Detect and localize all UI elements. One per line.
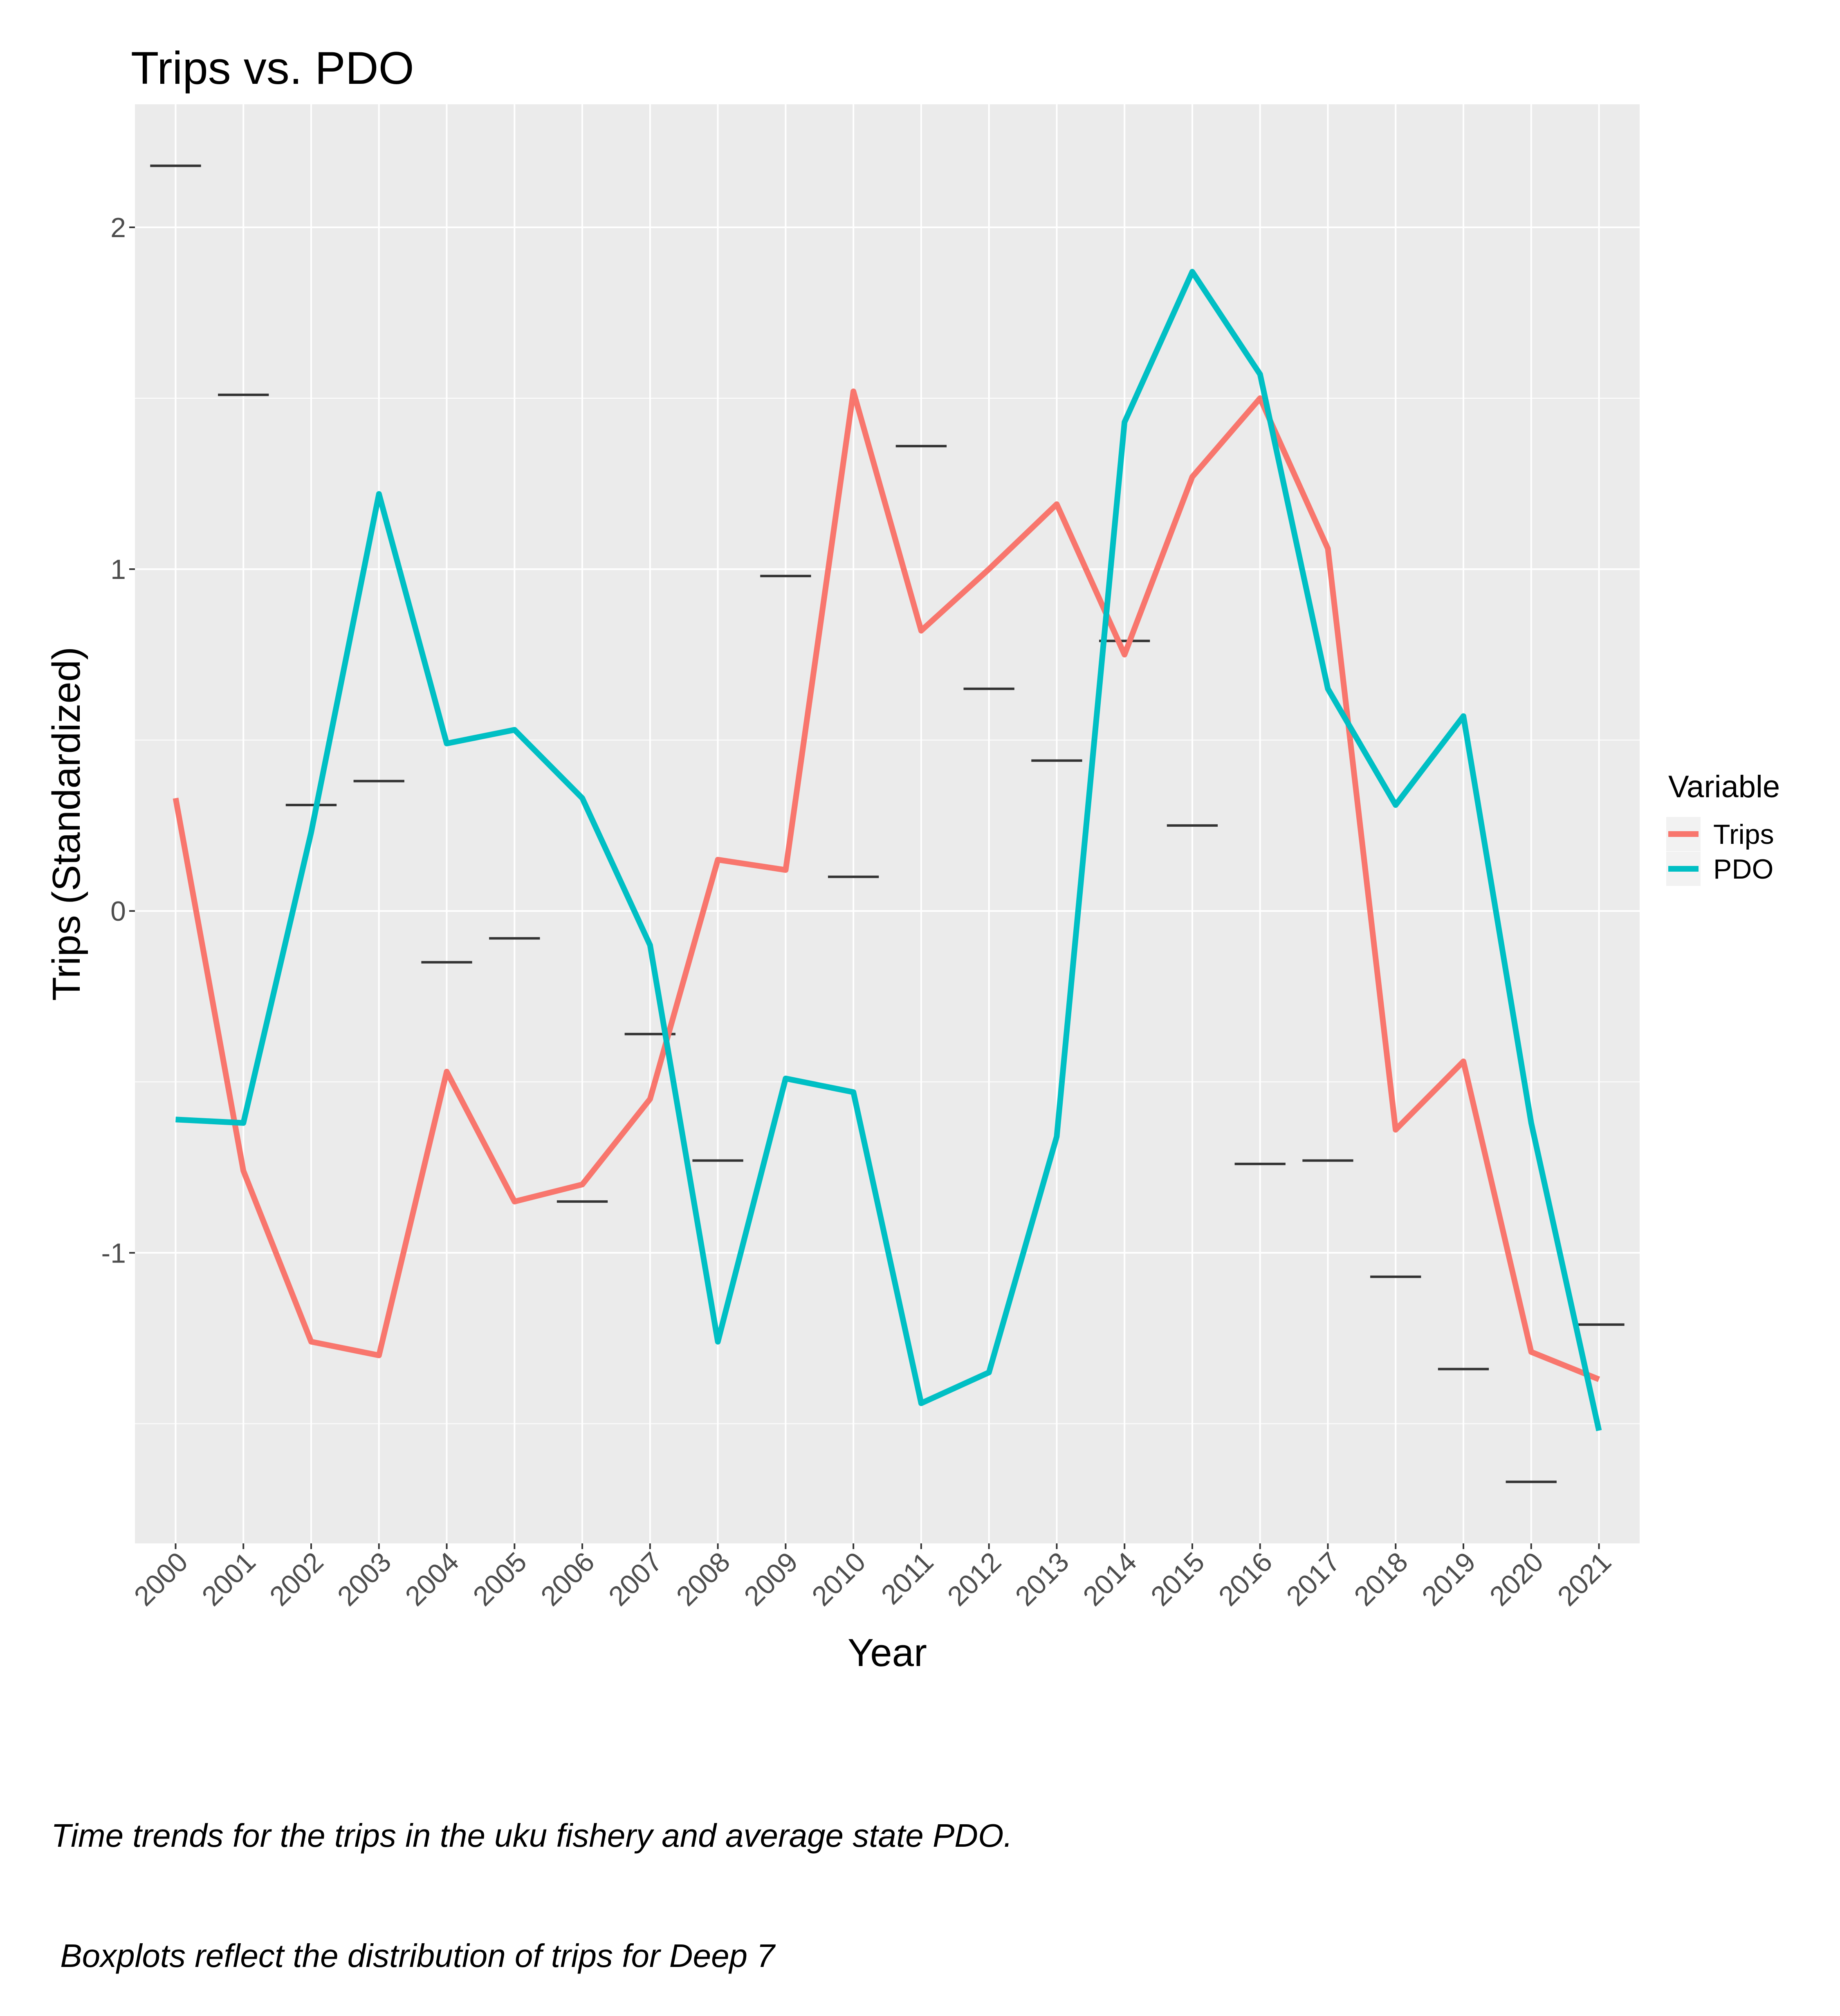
y-tick-label: 2: [110, 212, 126, 243]
y-tick-label: 1: [110, 554, 126, 585]
x-tick-label: 2014: [1077, 1546, 1143, 1612]
x-tick-label: 2011: [875, 1546, 939, 1610]
legend-label-trips: Trips: [1713, 819, 1774, 850]
y-axis: -1 0 1 2: [101, 212, 135, 1269]
series-lines: [173, 269, 1602, 1431]
x-tick-label: 2015: [1145, 1546, 1211, 1612]
x-tick-label: 2010: [806, 1546, 872, 1612]
x-tick-label: 2013: [1009, 1546, 1075, 1612]
x-tick-label: 2009: [738, 1546, 804, 1612]
y-tick-label: 0: [110, 896, 126, 927]
y-tick-label: -1: [101, 1238, 126, 1269]
x-tick-label: 2018: [1348, 1546, 1414, 1612]
caption-line-1: Time trends for the trips in the uku fis…: [51, 1817, 1013, 1854]
x-tick-label: 2001: [196, 1546, 262, 1612]
x-tick-label: 2004: [399, 1546, 465, 1612]
x-tick-label: 2000: [128, 1546, 194, 1612]
chart: Trips vs. PDO -1 0 1 2 2000 2001 2002 2003 2004…: [45, 43, 1780, 1675]
caption-line-2: Boxplots reflect the distribution of tri…: [51, 1938, 775, 1974]
chart-title: Trips vs. PDO: [131, 43, 414, 94]
x-tick-label: 2005: [467, 1546, 533, 1612]
legend-title: Variable: [1668, 769, 1780, 804]
x-tick-label: 2008: [670, 1546, 736, 1612]
plot-panel: [135, 104, 1640, 1543]
x-tick-label: 2012: [942, 1546, 1008, 1612]
x-tick-label: 2017: [1280, 1546, 1346, 1612]
x-tick-label: 2006: [535, 1546, 601, 1612]
x-axis-title: Year: [848, 1631, 927, 1675]
y-axis-title: Trips (Standardized): [45, 647, 88, 1001]
x-tick-label: 2021: [1551, 1546, 1617, 1612]
x-tick-label: 2019: [1416, 1546, 1482, 1612]
legend-label-pdo: PDO: [1713, 854, 1773, 885]
x-axis: 2000 2001 2002 2003 2004 2005 2006 2007 2008 2009…: [128, 1543, 1617, 1612]
legend: Variable Trips PDO: [1666, 769, 1780, 886]
series-line-trips: [173, 388, 1600, 1382]
x-tick-label: 2016: [1213, 1546, 1279, 1612]
grid-major: [135, 104, 1640, 1543]
figure-caption: Time trends for the trips in the uku fis…: [51, 1736, 1013, 2016]
x-tick-label: 2020: [1484, 1546, 1550, 1612]
x-tick-label: 2003: [332, 1546, 397, 1612]
series-line-pdo: [175, 269, 1602, 1431]
x-tick-label: 2007: [603, 1546, 669, 1612]
x-tick-label: 2002: [264, 1546, 330, 1612]
